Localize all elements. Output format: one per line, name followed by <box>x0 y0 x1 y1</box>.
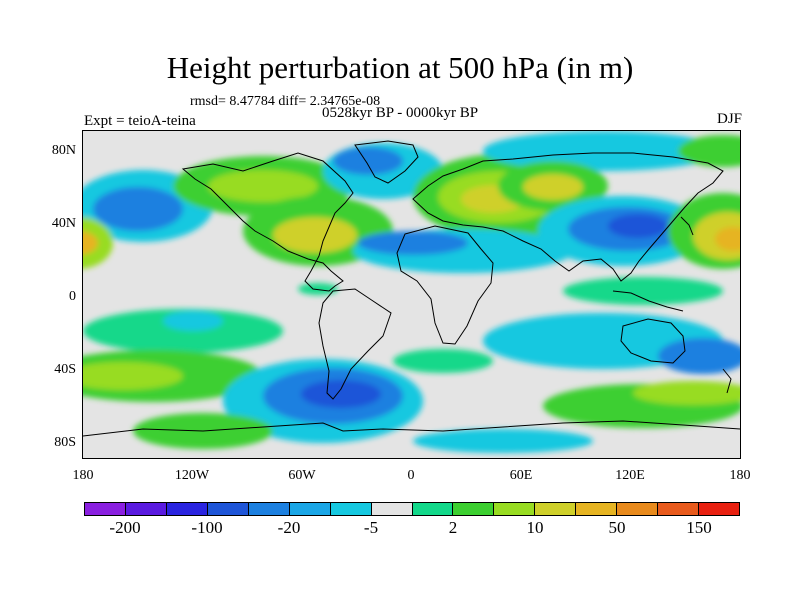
coastline-eurasia <box>412 152 724 282</box>
anomaly-central-asia-core <box>523 174 583 200</box>
colorbar-label-2: 2 <box>448 518 458 537</box>
anomaly-west-edge-core <box>83 231 98 255</box>
colorbar-swatch-5 <box>289 503 331 515</box>
anomaly-southern-indian-mid <box>633 381 740 405</box>
colorbar-swatch-1 <box>125 503 167 515</box>
anomaly-east-asia-core <box>608 214 668 238</box>
colorbar-swatch-13 <box>617 503 659 515</box>
colorbar <box>84 502 740 516</box>
colorbar-label-150: 150 <box>686 518 712 537</box>
colorbar-swatch-6 <box>330 503 372 515</box>
colorbar-label-neg100: -100 <box>191 518 223 537</box>
x-tick-60w: 60W <box>288 468 316 483</box>
anomaly-south-pacific-subtropics <box>83 309 283 353</box>
x-tick-180e: 180 <box>729 468 751 483</box>
map-panel <box>82 130 741 459</box>
colorbar-label-neg200: -200 <box>109 518 141 537</box>
colorbar-swatch-4 <box>248 503 290 515</box>
anomaly-tropical-america <box>298 283 338 295</box>
y-tick-40n: 40N <box>51 216 76 231</box>
coastline-south-america <box>318 288 392 400</box>
anomaly-south-atlantic <box>393 349 493 373</box>
coastline-greenland <box>354 140 419 184</box>
x-tick-180w: 180 <box>72 468 94 483</box>
x-tick-0: 0 <box>407 468 415 483</box>
colorbar-swatch-9 <box>453 503 495 515</box>
colorbar-swatch-7 <box>371 503 413 515</box>
x-tick-120w: 120W <box>174 468 210 483</box>
experiment-label: Expt = teioA-teina <box>84 113 196 129</box>
anomaly-south-pacific-mid <box>83 362 183 390</box>
anomaly-east-america-core <box>273 217 357 253</box>
colorbar-swatch-8 <box>412 503 454 515</box>
anomaly-australia <box>658 338 740 374</box>
colorbar-label-neg5: -5 <box>363 518 379 537</box>
colorbar-swatch-10 <box>494 503 536 515</box>
colorbar-label-neg20: -20 <box>277 518 301 537</box>
coastline-indonesia <box>612 290 684 312</box>
anomaly-south-pacific-small <box>163 311 223 331</box>
colorbar-swatch-2 <box>166 503 208 515</box>
colorbar-swatch-11 <box>535 503 577 515</box>
anomaly-north-pacific-core <box>93 187 183 231</box>
colorbar-swatch-12 <box>576 503 618 515</box>
anomaly-map <box>83 131 740 458</box>
coastlines <box>83 140 740 437</box>
coastline-australia <box>620 318 686 364</box>
anomaly-field <box>83 131 740 453</box>
anomaly-drake-core <box>301 380 381 408</box>
anomaly-labrador-core <box>333 147 403 175</box>
anomaly-nw-pacific-core <box>715 227 740 251</box>
anomaly-arctic-east <box>678 135 740 167</box>
anomaly-siberia <box>483 131 723 171</box>
chart-title: Height perturbation at 500 hPa (in m) <box>166 50 634 85</box>
anomaly-antarctic-atlantic <box>413 429 593 453</box>
colorbar-swatch-0 <box>85 503 126 515</box>
colorbar-label-50: 50 <box>608 518 626 537</box>
anomaly-alaska-core <box>208 170 318 202</box>
x-tick-60e: 60E <box>509 468 533 483</box>
coastline-new-zealand <box>722 368 732 394</box>
colorbar-swatch-3 <box>207 503 249 515</box>
y-tick-0: 0 <box>69 289 76 304</box>
coastline-north-america <box>181 152 354 292</box>
anomaly-tropical-indian <box>563 277 723 305</box>
coastline-antarctica <box>83 420 740 437</box>
season-label: DJF <box>716 111 742 127</box>
x-tick-120e: 120E <box>615 468 645 483</box>
period-line: 0528kyr BP - 0000kyr BP <box>322 105 479 121</box>
coastline-japan <box>680 216 694 236</box>
stats-line: rmsd= 8.47784 diff= 2.34765e-08 <box>190 94 381 109</box>
colorbar-swatch-15 <box>699 503 739 515</box>
anomaly-north-africa-core <box>358 231 468 255</box>
y-tick-40s: 40S <box>54 362 76 377</box>
colorbar-swatch-14 <box>658 503 700 515</box>
colorbar-label-10: 10 <box>526 518 544 537</box>
coastline-africa <box>396 225 494 345</box>
y-tick-80s: 80S <box>54 435 76 450</box>
y-tick-80n: 80N <box>51 143 76 158</box>
